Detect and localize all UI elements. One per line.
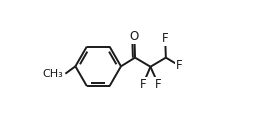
Text: F: F <box>140 78 146 91</box>
Text: F: F <box>176 59 183 72</box>
Text: O: O <box>130 30 139 43</box>
Text: F: F <box>162 32 168 45</box>
Text: CH₃: CH₃ <box>42 69 63 79</box>
Text: F: F <box>155 78 162 91</box>
